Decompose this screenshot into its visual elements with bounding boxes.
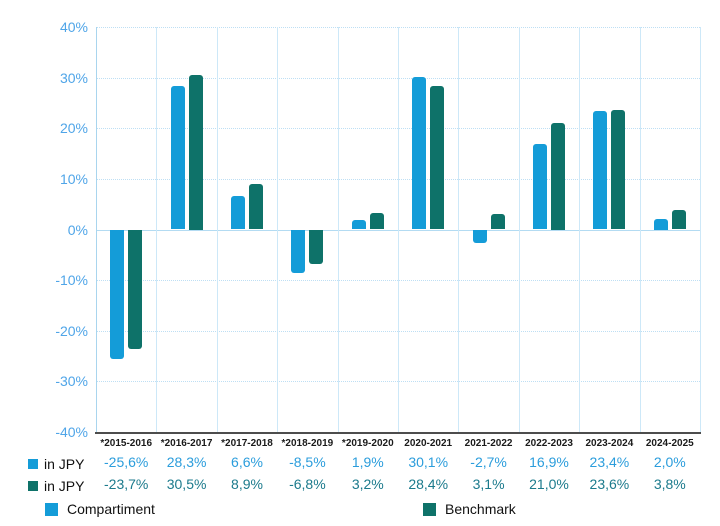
y-axis-tick-label: 0% <box>67 221 88 238</box>
y-axis-tick-label: 20% <box>59 120 88 137</box>
category-label: *2017-2018 <box>221 438 273 449</box>
y-axis-tick-label: 10% <box>59 170 88 187</box>
benchmark-value: 8,9% <box>231 476 263 492</box>
category-label: *2015-2016 <box>100 438 153 449</box>
gridline-vertical <box>579 27 581 432</box>
benchmark-value: 28,4% <box>408 476 449 492</box>
category-label: 2020-2021 <box>404 438 453 449</box>
bar-benchmark-2024-2025 <box>671 210 686 230</box>
benchmark-value: -6,8% <box>289 476 326 492</box>
gridline-vertical <box>156 27 158 432</box>
bar-compartiment-2019-2020 <box>351 219 366 230</box>
benchmark-value: 3,8% <box>653 476 686 492</box>
value-row-label-benchmark: in JPY <box>28 478 84 494</box>
bar-benchmark-2018-2019 <box>309 229 324 264</box>
bar-compartiment-2017-2018 <box>231 196 245 230</box>
gridline-vertical <box>337 27 339 432</box>
bar-benchmark-2019-2020 <box>369 213 384 230</box>
benchmark-value: 23,6% <box>589 476 630 492</box>
bar-compartiment-2022-2023 <box>533 143 547 230</box>
bar-compartiment-2015-2016 <box>110 229 125 360</box>
benchmark-value: 30,5% <box>166 476 207 492</box>
legend-benchmark-label: Benchmark <box>445 501 516 517</box>
compartiment-value: -2,7% <box>470 454 507 470</box>
benchmark-swatch-icon <box>28 481 38 491</box>
legend-compartiment-label: Compartiment <box>67 501 155 517</box>
compartiment-value: 30,1% <box>408 454 449 470</box>
category-label: *2019-2020 <box>341 438 394 449</box>
bar-compartiment-2020-2021 <box>412 77 427 230</box>
compartiment-swatch-icon <box>28 459 38 469</box>
gridline-vertical <box>216 27 218 432</box>
y-axis-tick-label: -40% <box>55 424 88 440</box>
in-jpy-label: in JPY <box>44 478 85 494</box>
gridline-vertical <box>398 27 399 432</box>
compartiment-value: 1,9% <box>351 454 384 470</box>
gridline-vertical <box>458 27 460 432</box>
benchmark-value: 3,1% <box>472 476 505 492</box>
y-axis-tick-label: 30% <box>59 69 88 86</box>
category-label: 2023-2024 <box>585 438 634 449</box>
legend-compartiment: Compartiment <box>45 501 155 517</box>
bar-benchmark-2015-2016 <box>128 229 143 350</box>
y-axis-tick-label: -20% <box>55 322 88 339</box>
in-jpy-label: in JPY <box>44 456 85 472</box>
bar-compartiment-2024-2025 <box>653 219 668 230</box>
category-label: *2016-2017 <box>160 438 213 449</box>
compartiment-legend-swatch-icon <box>45 502 58 516</box>
compartiment-value: 6,6% <box>231 454 263 470</box>
y-axis-tick-label: 40% <box>59 19 88 35</box>
gridline-vertical <box>277 27 279 432</box>
compartiment-value: 2,0% <box>653 454 686 470</box>
bar-compartiment-2023-2024 <box>593 111 608 230</box>
benchmark-value: -23,7% <box>104 476 149 492</box>
gridline-vertical <box>700 27 701 432</box>
bar-benchmark-2023-2024 <box>611 110 626 230</box>
y-axis-tick-label: -10% <box>55 272 88 289</box>
gridline-vertical <box>518 27 520 432</box>
compartiment-value: -8,5% <box>289 454 326 470</box>
category-label: 2024-2025 <box>645 438 694 449</box>
bar-benchmark-2020-2021 <box>430 85 445 230</box>
bar-benchmark-2022-2023 <box>551 123 565 230</box>
category-label: 2021-2022 <box>464 438 513 449</box>
bar-benchmark-2021-2022 <box>490 213 505 230</box>
bar-benchmark-2017-2018 <box>249 184 263 230</box>
y-axis-tick-label: -30% <box>55 373 88 390</box>
bar-compartiment-2016-2017 <box>170 86 185 230</box>
benchmark-legend-swatch-icon <box>423 502 436 516</box>
benchmark-value: 21,0% <box>529 476 569 492</box>
compartiment-value: 23,4% <box>589 454 630 470</box>
compartiment-value: 16,9% <box>529 454 569 470</box>
category-label: *2018-2019 <box>281 438 334 449</box>
bar-benchmark-2016-2017 <box>188 75 203 230</box>
gridline-vertical <box>96 27 97 432</box>
bar-compartiment-2021-2022 <box>472 229 487 244</box>
x-axis-line <box>95 432 701 434</box>
legend-benchmark: Benchmark <box>423 501 516 517</box>
benchmark-value: 3,2% <box>351 476 384 492</box>
bar-compartiment-2018-2019 <box>291 229 306 273</box>
category-label: 2022-2023 <box>525 438 573 449</box>
compartiment-value: -25,6% <box>104 454 149 470</box>
compartiment-value: 28,3% <box>166 454 207 470</box>
gridline-vertical <box>639 27 641 432</box>
value-row-label-compartiment: in JPY <box>28 456 84 472</box>
